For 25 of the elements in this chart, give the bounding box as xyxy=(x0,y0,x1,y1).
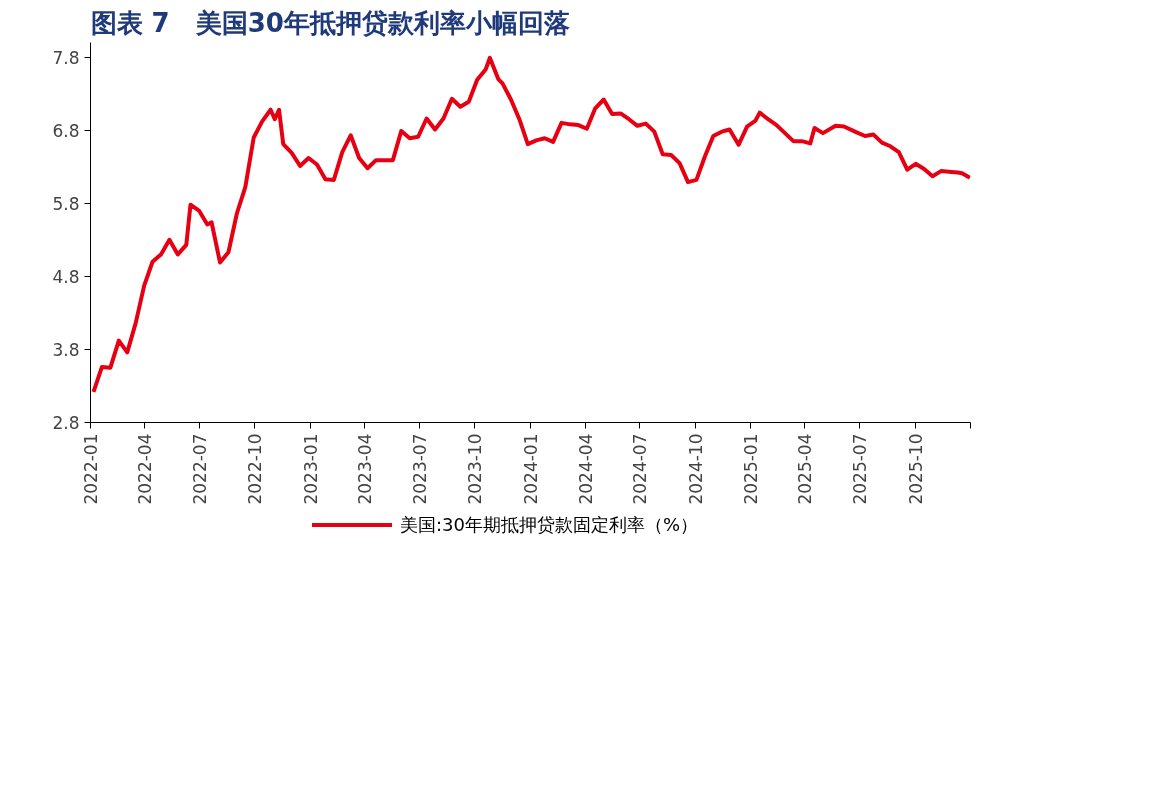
x-tick-label: 2023-10 xyxy=(465,433,486,505)
x-tick-label: 2024-07 xyxy=(630,433,651,505)
x-tick-label: 2022-10 xyxy=(245,433,266,505)
legend-label: 美国:30年期抵押贷款固定利率（%） xyxy=(399,514,699,535)
y-tick-label: 4.8 xyxy=(52,266,80,287)
x-tick-label: 2025-01 xyxy=(741,433,762,505)
y-tick-label: 2.8 xyxy=(52,413,80,433)
x-tick-label: 2022-04 xyxy=(135,433,156,505)
line-series xyxy=(91,55,971,394)
y-tick-label: 7.8 xyxy=(52,47,80,68)
x-tick-label: 2022-07 xyxy=(190,433,211,505)
y-tick-label: 6.8 xyxy=(52,120,80,141)
x-tick-label: 2024-04 xyxy=(575,433,596,505)
y-tick-label: 5.8 xyxy=(52,193,80,214)
x-tick-label: 2024-01 xyxy=(520,433,541,505)
chart-title: 图表 7 美国30年抵押贷款利率小幅回落 xyxy=(90,7,570,38)
x-tick-label: 2023-04 xyxy=(355,433,376,505)
x-tick-label: 2022-01 xyxy=(81,433,101,505)
x-tick-label: 2023-07 xyxy=(409,433,430,505)
x-tick-label: 2024-10 xyxy=(685,433,706,505)
x-tick-label: 2023-01 xyxy=(300,433,321,505)
x-tick-label: 2025-04 xyxy=(795,433,816,505)
x-tick-label: 2025-10 xyxy=(905,433,926,505)
x-tick-label: 2025-07 xyxy=(850,433,871,505)
y-tick-label: 3.8 xyxy=(52,339,80,360)
